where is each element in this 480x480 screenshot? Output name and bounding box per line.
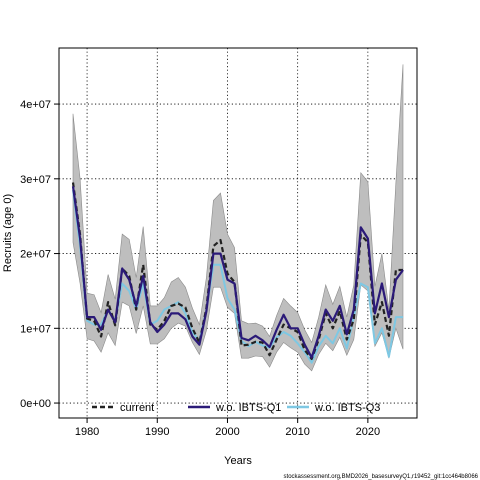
series-lines-layer bbox=[71, 182, 404, 364]
x-tick-label: 2010 bbox=[285, 426, 309, 438]
x-tick-label: 2000 bbox=[215, 426, 239, 438]
y-tick-label: 0e+00 bbox=[20, 398, 51, 410]
x-tick-label: 1980 bbox=[75, 426, 99, 438]
legend-entry-wo-ibts-q1: w.o. IBTS-Q1 bbox=[215, 402, 281, 414]
y-tick-label: 1e+07 bbox=[20, 323, 51, 335]
legend-entry-wo-ibts-q3: w.o. IBTS-Q3 bbox=[314, 402, 380, 414]
x-tick-label: 2020 bbox=[356, 426, 380, 438]
plot-frame bbox=[58, 47, 418, 419]
grid-lines bbox=[59, 48, 417, 418]
series-line-wo-ibts-q3 bbox=[72, 189, 403, 364]
y-tick-label: 2e+07 bbox=[20, 249, 51, 261]
footnote-source: stockassessment.org,BMD2026_basesurveyQ1… bbox=[284, 474, 479, 480]
y-tick-label: 3e+07 bbox=[20, 174, 51, 186]
legend: current w.o. IBTS-Q1 w.o. IBTS-Q3 bbox=[92, 402, 380, 414]
y-axis-title: Recruits (age 0) bbox=[2, 194, 14, 272]
x-tick-label: 1990 bbox=[145, 426, 169, 438]
legend-entry-current: current bbox=[120, 402, 154, 414]
y-tick-label: 4e+07 bbox=[20, 99, 51, 111]
axis-ticks: 1980 1990 2000 2010 2020 0e+00 1e+07 2e+07 3e+07… bbox=[20, 99, 380, 438]
x-axis-title: Years bbox=[224, 455, 252, 467]
series-line-wo-ibts-q1 bbox=[71, 186, 404, 359]
